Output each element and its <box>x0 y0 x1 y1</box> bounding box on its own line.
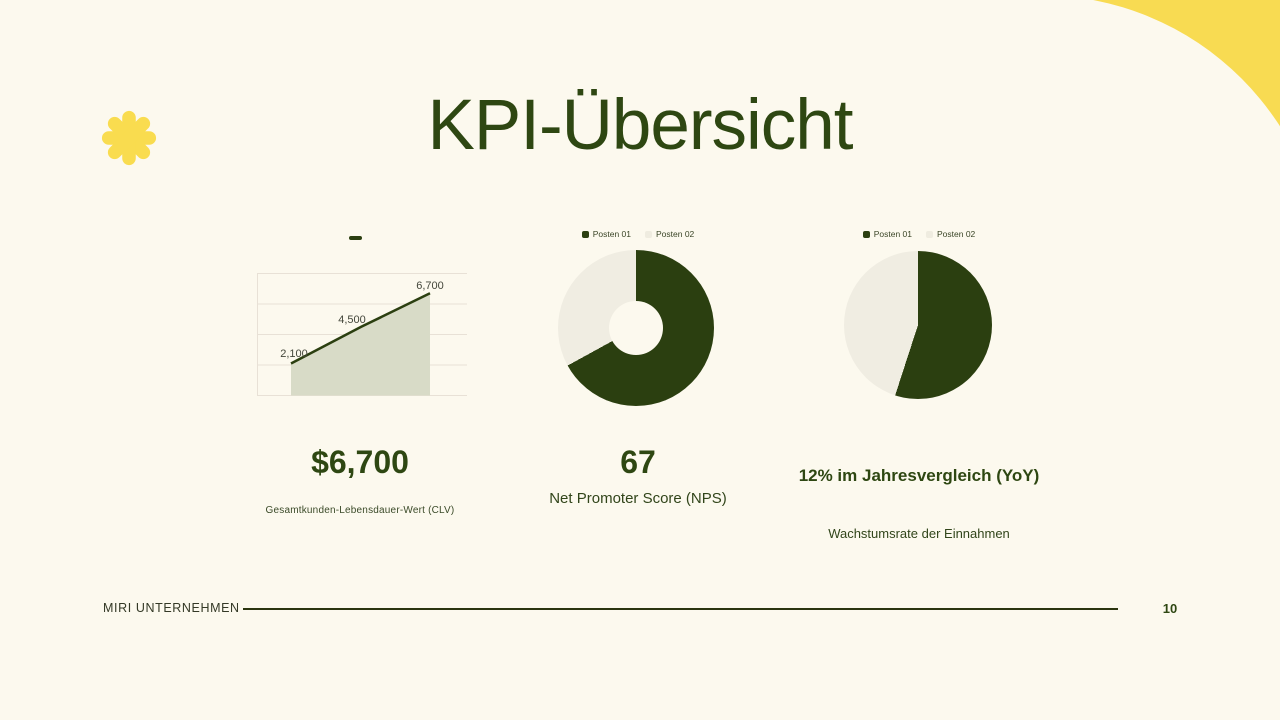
page-number: 10 <box>1162 601 1178 616</box>
posten-02-swatch-icon <box>645 230 652 238</box>
area-line <box>290 292 431 365</box>
growth-stat-value: 12% im Jahresvergleich (YoY) <box>798 466 1040 485</box>
asterisk-icon <box>101 110 157 166</box>
nps-stat-value: 67 <box>620 444 656 480</box>
legend-item-posten-02: Posten 02 <box>926 229 975 239</box>
legend-label: Posten 02 <box>656 229 695 239</box>
data-labels: 2,100 4,500 6,700 <box>280 280 444 360</box>
nps-chart-legend: Posten 01 Posten 02 <box>508 229 768 239</box>
legend-label: Posten 01 <box>873 229 912 239</box>
nps-donut-chart <box>558 250 714 406</box>
area-series-legend-marker <box>349 236 362 240</box>
legend-label: Posten 01 <box>592 229 631 239</box>
footer-divider-line <box>243 608 1118 610</box>
data-label-2: 4,500 <box>338 314 366 326</box>
posten-01-swatch-icon <box>581 230 589 238</box>
donut-hole <box>609 301 663 355</box>
growth-pie-chart <box>844 251 992 399</box>
clv-stat-value: $6,700 <box>311 444 409 480</box>
footer-company-name: MIRI UNTERNEHMEN <box>103 601 240 615</box>
clv-caption: Gesamtkunden-Lebensdauer-Wert (CLV) <box>265 505 455 516</box>
area-chart-svg: 2,100 4,500 6,700 <box>257 273 467 396</box>
page-title: KPI-Übersicht <box>427 86 854 165</box>
clv-area-chart: 2,100 4,500 6,700 <box>257 273 467 398</box>
legend-item-posten-01: Posten 01 <box>862 229 912 239</box>
posten-01-swatch-icon <box>862 230 870 238</box>
posten-02-swatch-icon <box>926 230 933 238</box>
data-label-3: 6,700 <box>416 280 444 292</box>
corner-quarter-circle <box>755 0 1280 565</box>
legend-item-posten-01: Posten 01 <box>581 229 631 239</box>
legend-label: Posten 02 <box>937 229 976 239</box>
legend-item-posten-02: Posten 02 <box>645 229 694 239</box>
growth-caption: Wachstumsrate der Einnahmen <box>828 526 1010 541</box>
nps-caption: Net Promoter Score (NPS) <box>549 490 727 507</box>
area-fill <box>291 293 430 396</box>
growth-chart-legend: Posten 01 Posten 02 <box>789 229 1049 239</box>
data-label-1: 2,100 <box>280 348 308 360</box>
